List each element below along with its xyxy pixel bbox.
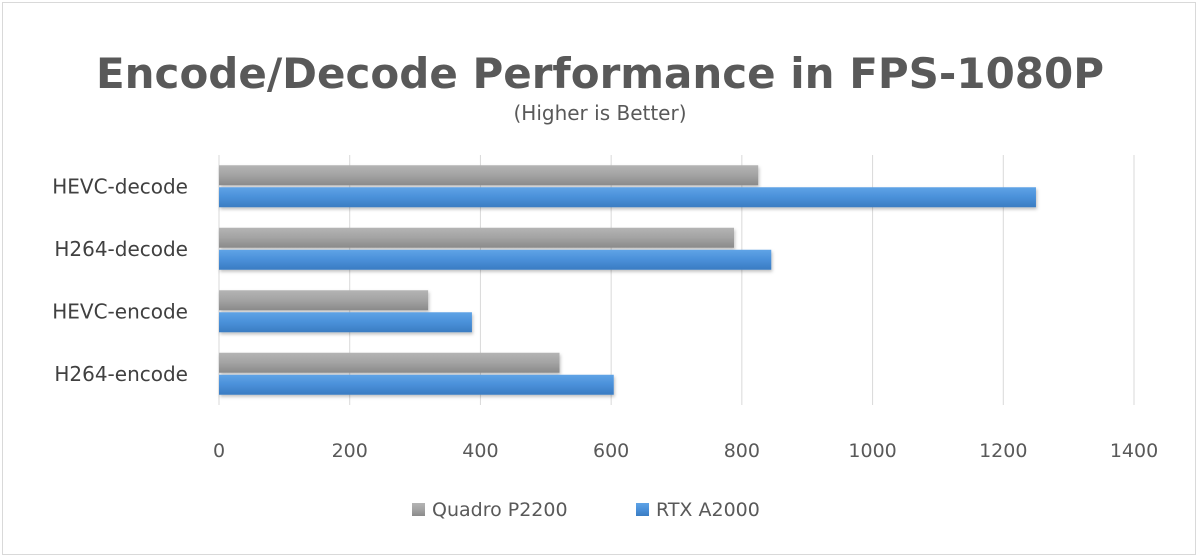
y-category-label: H264-decode <box>54 237 188 261</box>
x-tick-label: 1400 <box>1110 440 1158 462</box>
legend-swatch <box>412 503 425 516</box>
x-tick-label: 1000 <box>848 440 896 462</box>
bar-quadro-p2200 <box>219 290 429 311</box>
bar-rtx-a2000 <box>219 374 614 395</box>
x-tick-label: 600 <box>593 440 629 462</box>
bar-quadro-p2200 <box>219 227 735 248</box>
bar-quadro-p2200 <box>219 165 759 186</box>
chart-subtitle: (Higher is Better) <box>513 101 686 125</box>
legend-label: Quadro P2200 <box>432 499 568 521</box>
x-tick-label: 0 <box>213 440 225 462</box>
x-tick-label: 800 <box>724 440 760 462</box>
chart-title: Encode/Decode Performance in FPS-1080P <box>96 49 1104 98</box>
legend-label: RTX A2000 <box>656 499 760 521</box>
x-tick-label: 400 <box>462 440 498 462</box>
bar-rtx-a2000 <box>219 312 472 333</box>
bar-quadro-p2200 <box>219 352 560 373</box>
bar-rtx-a2000 <box>219 187 1036 208</box>
legend-swatch <box>636 503 649 516</box>
y-category-label: H264-encode <box>54 362 188 386</box>
x-tick-label: 200 <box>332 440 368 462</box>
x-tick-label: 1200 <box>979 440 1027 462</box>
y-category-label: HEVC-decode <box>52 174 188 198</box>
bar-rtx-a2000 <box>219 249 772 270</box>
y-category-label: HEVC-encode <box>52 299 188 323</box>
